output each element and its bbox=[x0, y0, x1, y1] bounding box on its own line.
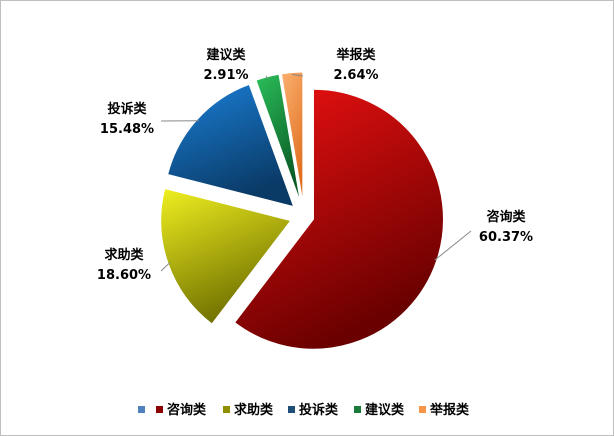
legend-label: 求助类 bbox=[234, 402, 274, 418]
legend-marker bbox=[138, 406, 145, 413]
pie-slice-1 bbox=[160, 187, 292, 325]
legend-marker bbox=[419, 406, 426, 413]
legend-marker bbox=[223, 406, 230, 413]
data-label-value: 60.37% bbox=[479, 230, 533, 245]
legend-label: 举报类 bbox=[429, 402, 470, 418]
data-label-value: 18.60% bbox=[97, 268, 151, 283]
legend-label: 建议类 bbox=[365, 402, 405, 418]
legend-marker bbox=[156, 406, 163, 413]
leader-line bbox=[160, 262, 171, 272]
data-label-category: 建议类 bbox=[206, 47, 246, 63]
data-label-category: 咨询类 bbox=[486, 209, 526, 225]
pie-slice-3 bbox=[255, 73, 301, 203]
pie-slice-2 bbox=[167, 83, 295, 208]
pie-slice-0 bbox=[233, 88, 444, 350]
legend-marker bbox=[288, 406, 295, 413]
data-label-value: 2.64% bbox=[333, 68, 378, 83]
data-label-category: 投诉类 bbox=[107, 101, 147, 117]
data-label-category: 举报类 bbox=[335, 47, 376, 63]
data-label-value: 2.91% bbox=[203, 68, 248, 83]
legend-label: 咨询类 bbox=[167, 402, 207, 418]
legend-label: 投诉类 bbox=[299, 402, 339, 418]
leader-line bbox=[265, 75, 269, 79]
leader-line bbox=[434, 230, 472, 261]
leader-line bbox=[292, 73, 304, 77]
data-label-category: 求助类 bbox=[104, 247, 144, 263]
legend-marker bbox=[354, 406, 361, 413]
data-label-value: 15.48% bbox=[100, 122, 154, 137]
pie-slice-4 bbox=[280, 71, 304, 203]
